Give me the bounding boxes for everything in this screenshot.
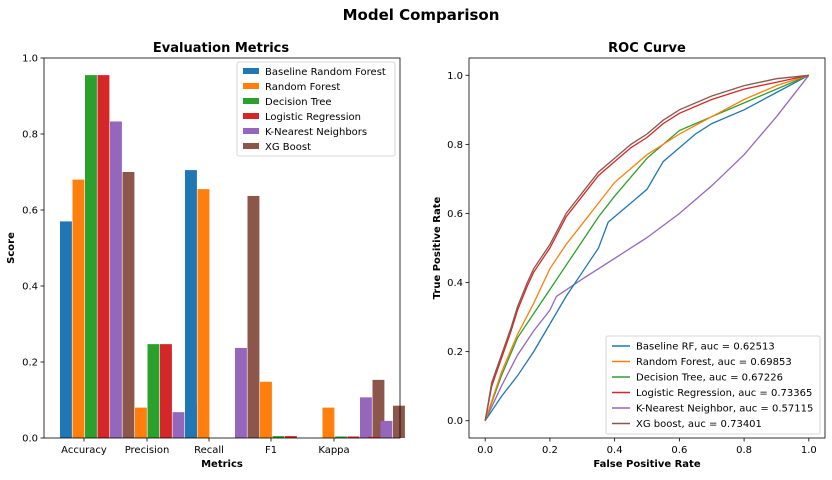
- roc-legend-label: Random Forest, auc = 0.69853: [636, 357, 792, 368]
- figure-title: Model Comparison: [343, 6, 500, 24]
- bar-axes-frame: [43, 57, 401, 439]
- roc-ytick-label: 0.2: [447, 347, 463, 358]
- roc-line-1: [484, 74, 809, 421]
- bar-accuracy-1: [72, 179, 85, 438]
- bar-kappa-4: [360, 397, 372, 438]
- roc-legend-label: XG boost, auc = 0.73401: [636, 419, 762, 430]
- roc-line-3: [484, 74, 809, 421]
- roc-xtick-label: 0.6: [671, 445, 687, 456]
- bar-accuracy-0: [60, 221, 72, 438]
- roc-legend-label: Decision Tree, auc = 0.67226: [636, 373, 783, 384]
- bar-recall-4: [235, 347, 247, 438]
- bar-kappa-3: [347, 436, 360, 438]
- bar-legend-label: K-Nearest Neighbors: [265, 127, 367, 138]
- roc-xtick-label: 0.4: [607, 445, 623, 456]
- roc-ytick-label: 0.8: [447, 140, 463, 151]
- bar-legend-swatch: [243, 143, 259, 149]
- bar-xtick-label-precision: Precision: [125, 445, 170, 456]
- bar-ytick-label: 1.0: [22, 54, 38, 65]
- bar-kappa-1: [322, 407, 335, 438]
- bar-accuracy-2: [85, 75, 97, 438]
- bar-extra-0: [380, 420, 393, 438]
- roc-line-0: [484, 74, 810, 422]
- bar-chart: Evaluation Metrics 0.0 0.2 0.4 0.6 0.8 1.0 Acc…: [6, 41, 405, 470]
- bar-extra-2: [368, 436, 380, 438]
- bar-plot-area: 0.0 0.2 0.4 0.6 0.8 1.0 Accuracy Precision Recal…: [22, 54, 405, 456]
- bar-f1-2: [272, 436, 285, 438]
- bar-chart-title: Evaluation Metrics: [153, 41, 290, 56]
- bar-accuracy-4: [110, 121, 122, 439]
- roc-ytick-label: 0.6: [447, 209, 463, 220]
- roc-xtick-label: 1.0: [801, 445, 817, 456]
- bar-precision-1: [135, 407, 147, 438]
- roc-legend-label: Baseline RF, auc = 0.62513: [636, 342, 775, 353]
- bar-legend-swatch: [243, 98, 259, 104]
- bar-recall-5: [247, 195, 260, 438]
- bar-legend-swatch: [243, 113, 259, 119]
- roc-legend-box: [605, 335, 821, 435]
- roc-ytick-label: 0.0: [447, 416, 463, 427]
- roc-xtick-label: 0.2: [542, 445, 558, 456]
- roc-axes-frame: [468, 57, 826, 439]
- bar-legend: Baseline Random Forest Random Forest Decis…: [236, 61, 396, 157]
- bar-xtick-label-kappa: Kappa: [318, 445, 349, 456]
- bar-x-axis-label: Metrics: [201, 459, 243, 470]
- bar-ytick-label: 0.0: [22, 434, 38, 445]
- roc-xtick-label: 0.0: [477, 445, 493, 456]
- roc-line-4: [484, 74, 810, 421]
- roc-ytick-label: 1.0: [447, 71, 463, 82]
- bar-legend-swatch: [243, 83, 259, 89]
- bar-xtick-label-f1: F1: [265, 445, 277, 456]
- roc-xtick-label: 0.8: [736, 445, 752, 456]
- bar-xtick-label-recall: Recall: [194, 445, 224, 456]
- roc-legend: Baseline RF, auc = 0.62513 Random Forest,…: [605, 335, 821, 435]
- bar-accuracy-3: [97, 75, 110, 438]
- roc-legend-label: Logistic Regression, auc = 0.73365: [636, 388, 812, 399]
- roc-line-2: [484, 74, 810, 421]
- roc-plot-area: 0.0 0.2 0.4 0.6 0.8 1.0 0.0 0.2 0.4 0.6 0.8 1.0 Base…: [447, 57, 826, 456]
- bar-ytick-label: 0.8: [22, 130, 38, 141]
- bar-legend-box: [236, 61, 396, 157]
- roc-chart: ROC Curve 0.0 0.2 0.4 0.6 0.8 1.0 0.0 0.2 0.4 0.6…: [432, 41, 826, 470]
- bar-legend-label: XG Boost: [265, 142, 311, 153]
- bar-f1-3: [285, 436, 297, 438]
- roc-chart-title: ROC Curve: [608, 41, 686, 56]
- bar-ytick-label: 0.4: [22, 282, 38, 293]
- bar-kappa-5: [372, 379, 385, 438]
- bar-legend-swatch: [243, 68, 259, 74]
- bar-recall-1: [197, 189, 210, 438]
- bar-legend-label: Baseline Random Forest: [265, 67, 386, 78]
- roc-ytick-label: 0.4: [447, 278, 463, 289]
- roc-x-axis-label: False Positive Rate: [593, 459, 700, 470]
- bar-xtick-label-accuracy: Accuracy: [61, 445, 107, 456]
- bar-kappa-2: [335, 436, 347, 438]
- bar-f1-1: [260, 381, 272, 438]
- bar-legend-label: Decision Tree: [265, 97, 332, 108]
- bar-ytick-label: 0.2: [22, 358, 38, 369]
- bar-legend-label: Logistic Regression: [265, 112, 361, 123]
- bar-y-axis-label: Score: [6, 232, 17, 264]
- bar-precision-4: [172, 412, 185, 438]
- bar-legend-swatch: [243, 128, 259, 134]
- bar-extra-1: [393, 405, 405, 438]
- bar-precision-2: [147, 344, 160, 438]
- bar-ytick-label: 0.6: [22, 206, 38, 217]
- bar-recall-0: [185, 170, 197, 438]
- bar-legend-label: Random Forest: [265, 82, 340, 93]
- roc-y-axis-label: True Positive Rate: [432, 196, 443, 299]
- roc-legend-label: K-Nearest Neighbor, auc = 0.57115: [636, 404, 813, 415]
- roc-line-5: [484, 74, 809, 421]
- bar-accuracy-5: [122, 172, 135, 438]
- bar-precision-3: [160, 344, 172, 438]
